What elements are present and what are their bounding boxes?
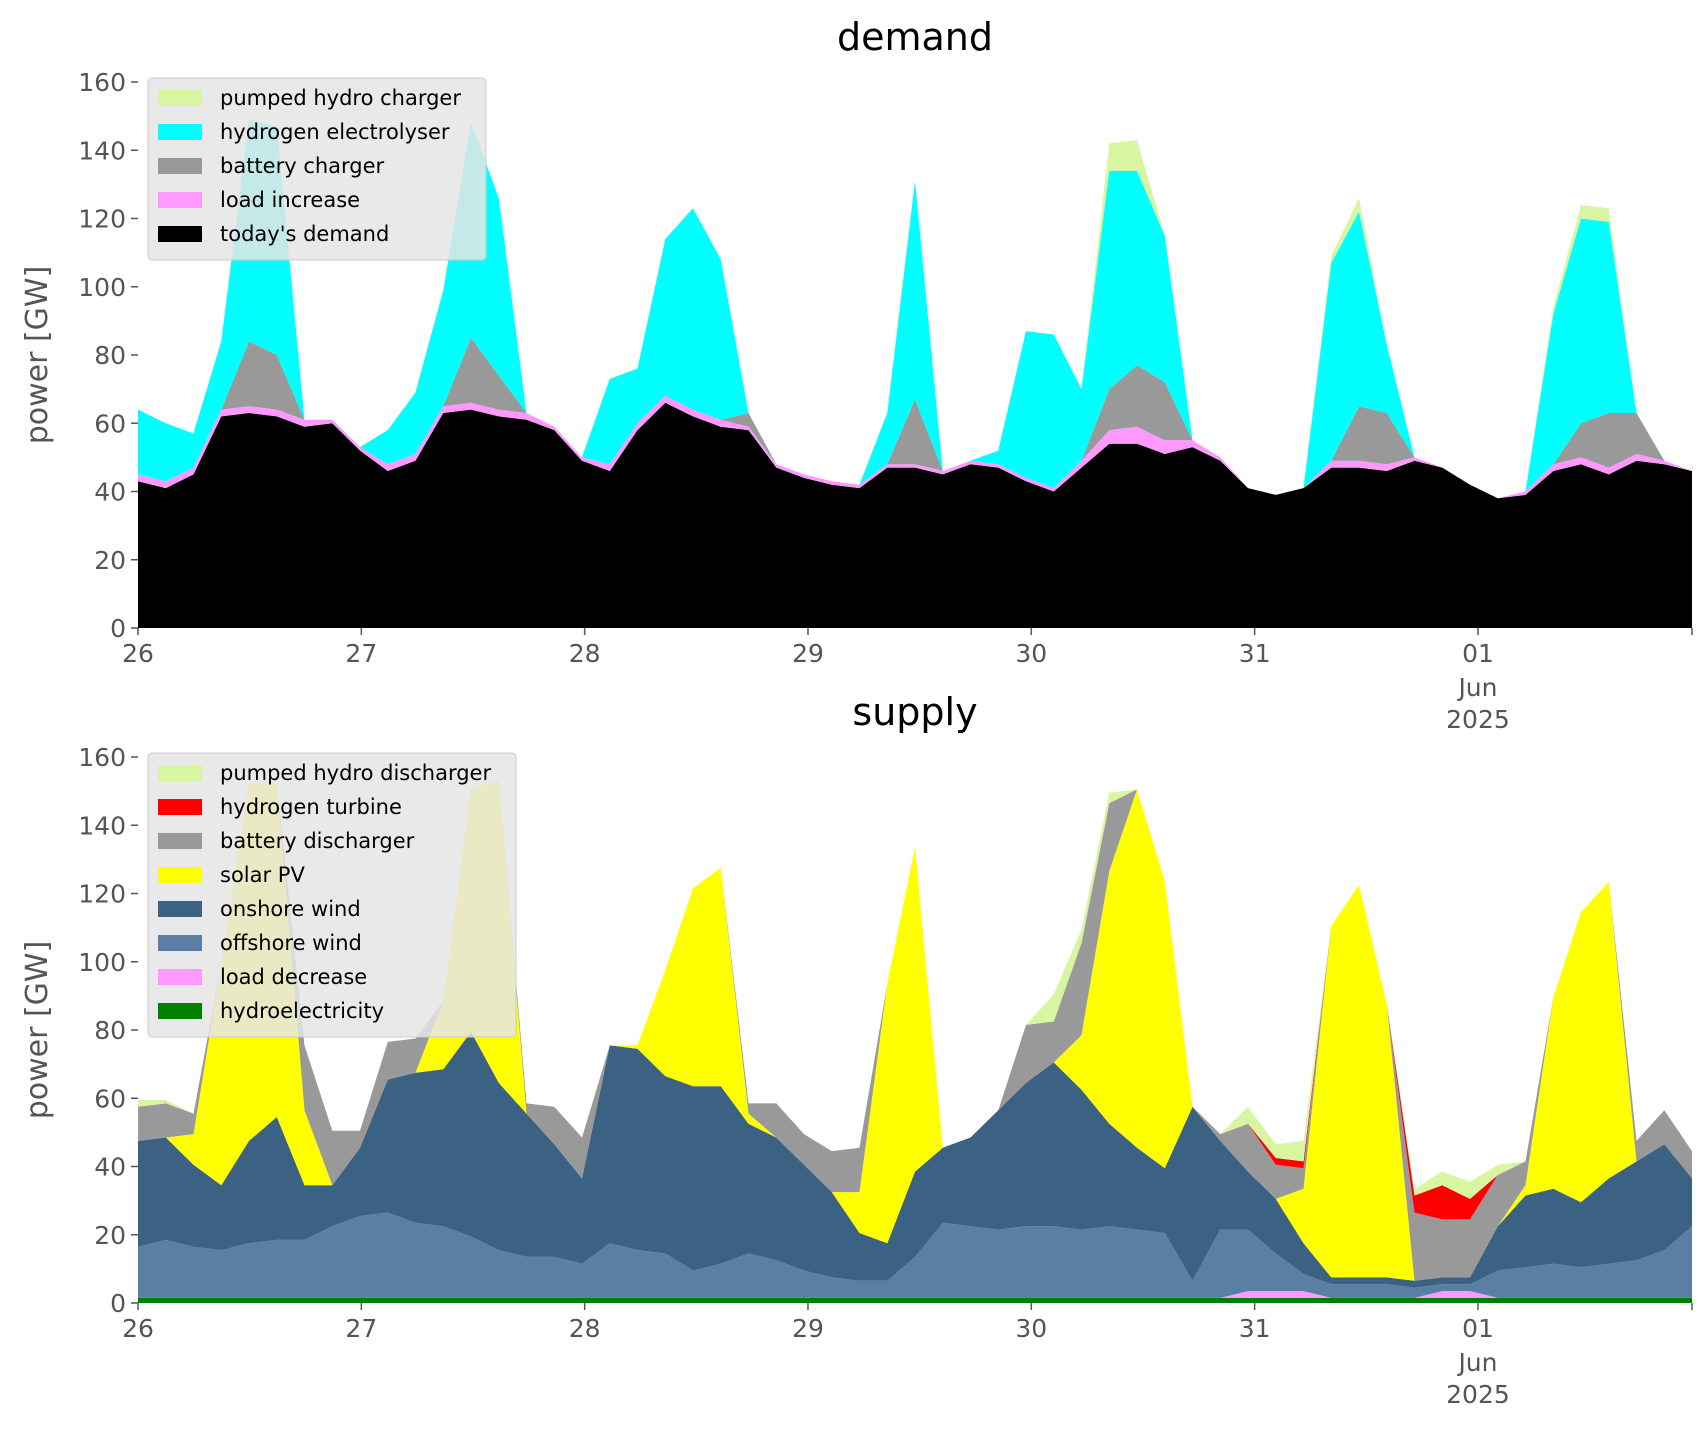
supply-legend-label: pumped hydro discharger bbox=[220, 761, 491, 785]
supply-ytick-label: 20 bbox=[94, 1221, 126, 1250]
supply-legend-label: onshore wind bbox=[220, 897, 361, 921]
supply-y-axis: 0 20 40 60 80 100 120 140 160 bbox=[78, 743, 138, 1318]
supply-legend-label: load decrease bbox=[220, 965, 367, 989]
supply-ytick-label: 60 bbox=[94, 1084, 126, 1113]
supply-ytick-label: 160 bbox=[78, 743, 126, 772]
demand-ytick-label: 0 bbox=[110, 614, 126, 643]
demand-legend-swatch bbox=[158, 158, 202, 174]
supply-legend-box bbox=[147, 752, 517, 1038]
supply-area-load-decrease bbox=[138, 1291, 1692, 1298]
demand-legend-box bbox=[147, 77, 487, 261]
supply-xtick-month: Jun bbox=[1456, 1348, 1497, 1377]
demand-legend-label: pumped hydro charger bbox=[220, 86, 461, 110]
supply-area-solar-pv bbox=[138, 779, 1692, 1281]
demand-area-today-s-demand bbox=[138, 402, 1692, 628]
demand-areas bbox=[138, 119, 1692, 628]
demand-xtick-year: 2025 bbox=[1446, 705, 1510, 734]
demand-legend-label: battery charger bbox=[220, 154, 385, 178]
supply-xtick-label: 30 bbox=[1015, 1314, 1047, 1343]
demand-legend-swatch bbox=[158, 124, 202, 140]
demand-xtick-label: 31 bbox=[1239, 639, 1271, 668]
supply-legend-swatch bbox=[158, 901, 202, 917]
supply-ytick-label: 100 bbox=[78, 948, 126, 977]
demand-legend-label: hydrogen electrolyser bbox=[220, 120, 450, 144]
demand-chart: demand power [GW] 020406080100120140160 … bbox=[20, 15, 1693, 734]
demand-ytick-label: 100 bbox=[78, 273, 126, 302]
demand-legend-label: load increase bbox=[220, 188, 360, 212]
supply-ylabel: power [GW] bbox=[20, 941, 55, 1120]
supply-legend-swatch bbox=[158, 935, 202, 951]
supply-legend-swatch bbox=[158, 867, 202, 883]
demand-title: demand bbox=[837, 15, 993, 59]
demand-legend-swatch bbox=[158, 226, 202, 242]
demand-xtick-label: 30 bbox=[1015, 639, 1047, 668]
supply-ytick-label: 40 bbox=[94, 1153, 126, 1182]
demand-ylabel: power [GW] bbox=[20, 266, 55, 445]
supply-ytick-label: 80 bbox=[94, 1016, 126, 1045]
supply-xtick-label: 26 bbox=[122, 1314, 154, 1343]
demand-xtick-label: 01 bbox=[1462, 639, 1494, 668]
supply-xtick-label: 29 bbox=[792, 1314, 824, 1343]
supply-legend-label: battery discharger bbox=[220, 829, 415, 853]
supply-legend-label: hydrogen turbine bbox=[220, 795, 402, 819]
demand-ytick-label: 140 bbox=[78, 136, 126, 165]
demand-legend-swatch bbox=[158, 90, 202, 106]
demand-xtick-label: 28 bbox=[569, 639, 601, 668]
supply-ytick-label: 120 bbox=[78, 880, 126, 909]
supply-legend-swatch bbox=[158, 969, 202, 985]
supply-xtick-label: 31 bbox=[1239, 1314, 1271, 1343]
demand-ytick-label: 160 bbox=[78, 68, 126, 97]
supply-legend-label: offshore wind bbox=[220, 931, 362, 955]
supply-xtick-label: 27 bbox=[345, 1314, 377, 1343]
supply-ytick-label: 0 bbox=[110, 1289, 126, 1318]
supply-legend-swatch bbox=[158, 799, 202, 815]
demand-xtick-label: 29 bbox=[792, 639, 824, 668]
supply-area-offshore-wind bbox=[138, 1212, 1692, 1298]
supply-chart: supply power [GW] 020406080100120140160 … bbox=[20, 690, 1693, 1409]
supply-legend: pumped hydro discharger hydrogen turbine b… bbox=[147, 752, 517, 1038]
supply-areas bbox=[138, 779, 1692, 1303]
supply-xtick-label: 28 bbox=[569, 1314, 601, 1343]
demand-ytick-label: 80 bbox=[94, 341, 126, 370]
supply-title: supply bbox=[852, 690, 977, 734]
demand-xtick-label: 27 bbox=[345, 639, 377, 668]
supply-xtick-year: 2025 bbox=[1446, 1380, 1510, 1409]
supply-legend-swatch bbox=[158, 765, 202, 781]
demand-area-hydrogen-electrolyser bbox=[138, 119, 1692, 499]
supply-ytick-label: 140 bbox=[78, 811, 126, 840]
supply-legend-swatch bbox=[158, 833, 202, 849]
supply-x-axis: 26 27 28 29 30 31 01 Jun 2025 bbox=[122, 1303, 1693, 1409]
demand-area-battery-charger bbox=[138, 337, 1692, 499]
supply-area-hydroelectricity bbox=[138, 1297, 1692, 1303]
demand-xtick-label: 26 bbox=[122, 639, 154, 668]
demand-y-axis: 0 20 40 60 80 100 120 140 160 bbox=[78, 68, 138, 643]
supply-xtick-label: 01 bbox=[1462, 1314, 1494, 1343]
demand-xtick-month: Jun bbox=[1456, 673, 1497, 702]
demand-legend-swatch bbox=[158, 192, 202, 208]
supply-legend-swatch bbox=[158, 1003, 202, 1019]
demand-legend: pumped hydro charger hydrogen electrolyse… bbox=[147, 77, 487, 261]
demand-ytick-label: 120 bbox=[78, 205, 126, 234]
supply-area-onshore-wind bbox=[138, 1031, 1692, 1288]
supply-legend-label: solar PV bbox=[220, 863, 305, 887]
supply-legend-label: hydroelectricity bbox=[220, 999, 384, 1023]
demand-ytick-label: 60 bbox=[94, 409, 126, 438]
demand-ytick-label: 20 bbox=[94, 546, 126, 575]
demand-ytick-label: 40 bbox=[94, 478, 126, 507]
demand-legend-label: today's demand bbox=[220, 222, 389, 246]
demand-x-axis: 26 27 28 29 30 31 01 Jun 2025 bbox=[122, 628, 1693, 734]
